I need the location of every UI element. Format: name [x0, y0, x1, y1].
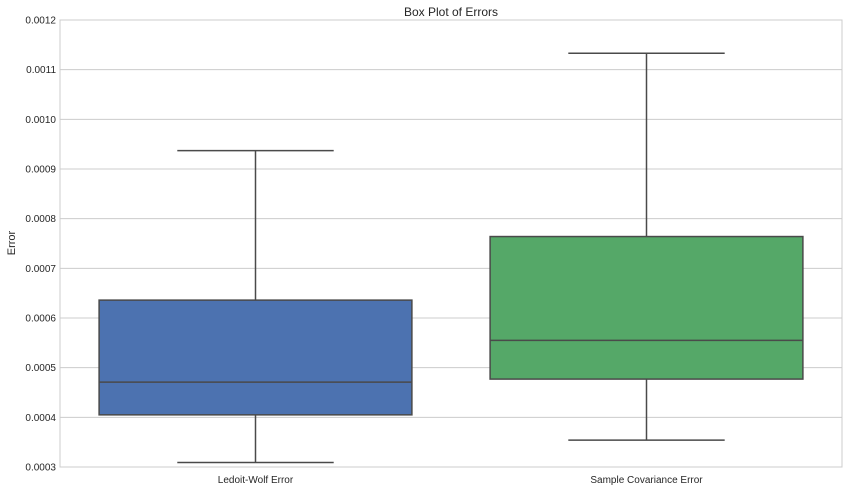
- y-tick-label: 0.0010: [25, 115, 56, 126]
- boxes: [98, 52, 804, 464]
- x-tick-label: Ledoit-Wolf Error: [218, 475, 294, 486]
- iqr-box: [489, 235, 804, 380]
- x-tick-labels: Ledoit-Wolf Error Sample Covariance Error: [218, 475, 704, 486]
- x-tick-label: Sample Covariance Error: [590, 475, 703, 486]
- grid-lines: [60, 19, 842, 468]
- iqr-box: [98, 299, 413, 416]
- y-tick-label: 0.0009: [25, 165, 56, 176]
- y-tick-label: 0.0003: [25, 463, 56, 474]
- y-tick-label: 0.0006: [25, 314, 56, 325]
- box-2: [489, 52, 804, 441]
- y-tick-label: 0.0012: [25, 16, 56, 27]
- y-tick-label: 0.0005: [25, 363, 56, 374]
- y-tick-label: 0.0008: [25, 214, 56, 225]
- chart-title: Box Plot of Errors: [404, 5, 498, 19]
- y-tick-label: 0.0011: [26, 65, 56, 76]
- y-axis-title: Error: [6, 230, 18, 255]
- y-tick-label: 0.0004: [25, 413, 56, 424]
- y-tick-label: 0.0007: [25, 264, 56, 275]
- box-1: [98, 149, 413, 464]
- y-tick-labels: 0.0003 0.0004 0.0005 0.0006 0.0007 0.0008 0.00…: [25, 16, 56, 474]
